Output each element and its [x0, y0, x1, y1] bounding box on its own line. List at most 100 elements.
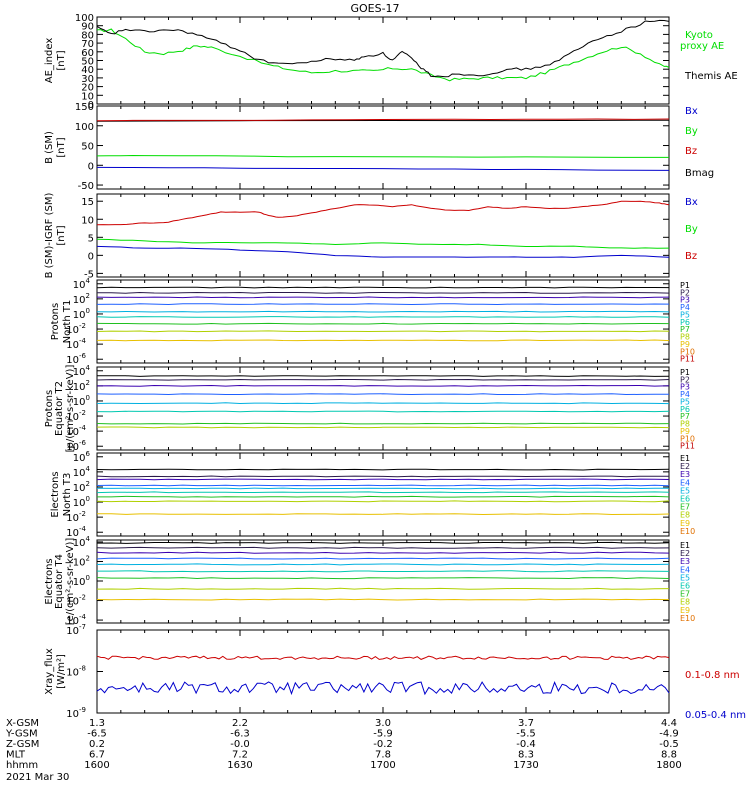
legend-label: E8: [680, 511, 690, 520]
series-line-0-1-0-8-nm: [96, 655, 670, 660]
series-line-e2: [96, 475, 670, 478]
y-axis-label: Xray_flux: [44, 648, 55, 695]
y-tick-label: 20: [81, 83, 94, 94]
series-line-e3: [96, 478, 670, 481]
series-line-p8: [96, 330, 670, 333]
y-tick-label: 70: [81, 39, 94, 50]
series-line-bx: [96, 166, 670, 171]
footer-value: 6.7: [89, 750, 105, 761]
series-line-e3: [96, 551, 670, 554]
series-line-p2: [96, 291, 670, 294]
series-line-p1: [97, 375, 670, 377]
legend-label: P11: [680, 355, 695, 364]
y-axis-unit: [e/(cm²-s-sr-keV)]: [65, 538, 76, 626]
y-tick-label: 102: [73, 480, 90, 494]
footer-value: 7.2: [232, 750, 248, 761]
y-tick-label: 10-9: [66, 706, 86, 720]
series-line-kyoto-proxy-ae: [96, 28, 670, 82]
footer-value: -6.3: [230, 729, 250, 740]
y-tick-label: 104: [73, 277, 91, 291]
footer-ephemeris: X-GSM 1.3 2.2 3.0 3.7 4.4 Y-GSM -6.5 -6.3 -5.9 -5.…: [5, 718, 682, 783]
legend-label: P6: [680, 405, 690, 414]
series-line-p6: [96, 410, 670, 413]
y-tick-label: 60: [81, 48, 94, 59]
legend-label: E5: [680, 573, 690, 582]
panel-frame: [96, 105, 670, 190]
legend-label: E7: [680, 590, 690, 599]
y-tick-label: -5: [84, 269, 94, 280]
legend-label: E8: [680, 598, 690, 607]
legend-label: By: [685, 126, 698, 137]
footer-value: -5.9: [373, 729, 393, 740]
footer-row-label: X-GSM: [6, 718, 39, 729]
y-tick-label: 106: [73, 450, 91, 464]
y-axis-label: Electrons: [50, 471, 61, 517]
legend-label: E9: [680, 519, 690, 528]
y-tick-label: 100: [73, 307, 90, 321]
legend-label: P9: [680, 427, 690, 436]
series-line-p9: [96, 339, 670, 342]
series-line-p4: [96, 393, 669, 396]
series-line-e5: [96, 487, 669, 490]
legend-label: P10: [680, 347, 695, 356]
legend-label: E4: [680, 478, 690, 487]
panel-frame: [96, 629, 670, 714]
panel-8: 10-7 10-8 10-9 Xray_flux [W/m²] 0.1-0.8 nm 0.0…: [44, 623, 746, 721]
series-line-e1: [96, 541, 670, 544]
footer-value: 3.7: [518, 718, 534, 729]
y-axis-label: North T1: [62, 300, 73, 344]
chart-title: GOES-17: [350, 2, 399, 15]
footer-value: -0.5: [659, 739, 679, 750]
series-line-e7: [96, 577, 670, 580]
series-line-bx: [96, 245, 670, 258]
date-label: 2021 Mar 30: [6, 772, 69, 783]
series-line-p1: [96, 286, 670, 289]
footer-row-label: Y-GSM: [5, 729, 38, 740]
footer-row-label: hhmm: [6, 760, 38, 771]
panel-frame: [96, 16, 670, 105]
y-axis-unit: [p/(cm²-s-sr-keV)]: [65, 365, 76, 453]
legend-label: P2: [680, 288, 690, 297]
y-axis-label: Equator T4: [54, 554, 65, 609]
y-axis-unit: [nT]: [56, 137, 67, 157]
footer-value: -0.4: [516, 739, 536, 750]
legend-label: P7: [680, 325, 690, 334]
series-line-e6: [97, 570, 670, 573]
footer-value: 8.3: [518, 750, 534, 761]
footer-value: -0.2: [373, 739, 393, 750]
legend-label: P11: [680, 442, 695, 451]
y-tick-label: -50: [78, 181, 94, 192]
series-line-e9: [96, 598, 670, 601]
footer-row-label: MLT: [6, 750, 26, 761]
footer-row-label: Z-GSM: [6, 739, 39, 750]
legend-label: Bz: [685, 251, 697, 262]
footer-value: 3.0: [375, 718, 391, 729]
footer-value: -4.9: [659, 729, 679, 740]
legend-label: P1: [680, 281, 690, 290]
legend-label: P2: [680, 375, 690, 384]
series-line-themis-ae: [96, 19, 670, 78]
series-line-e7: [97, 495, 670, 498]
y-axis-unit: [nT]: [56, 50, 67, 70]
legend-label: Bx: [685, 197, 698, 208]
y-tick-label: 0: [88, 251, 94, 262]
y-tick-label: 10-8: [66, 665, 86, 679]
footer-value: -6.5: [87, 729, 107, 740]
legend-label: E2: [680, 462, 690, 471]
footer-value: 1700: [370, 760, 395, 771]
series-line-by: [96, 154, 669, 158]
y-tick-label: 100: [75, 122, 94, 133]
legend-label: P4: [680, 303, 690, 312]
footer-value: 2.2: [232, 718, 248, 729]
legend-label: Bx: [685, 106, 698, 117]
series-line-p3: [96, 296, 670, 299]
y-tick-label: 50: [81, 57, 94, 68]
legend-label: Bz: [685, 146, 697, 157]
series-line-e4: [96, 484, 670, 487]
y-axis-unit: [nT]: [56, 225, 67, 245]
